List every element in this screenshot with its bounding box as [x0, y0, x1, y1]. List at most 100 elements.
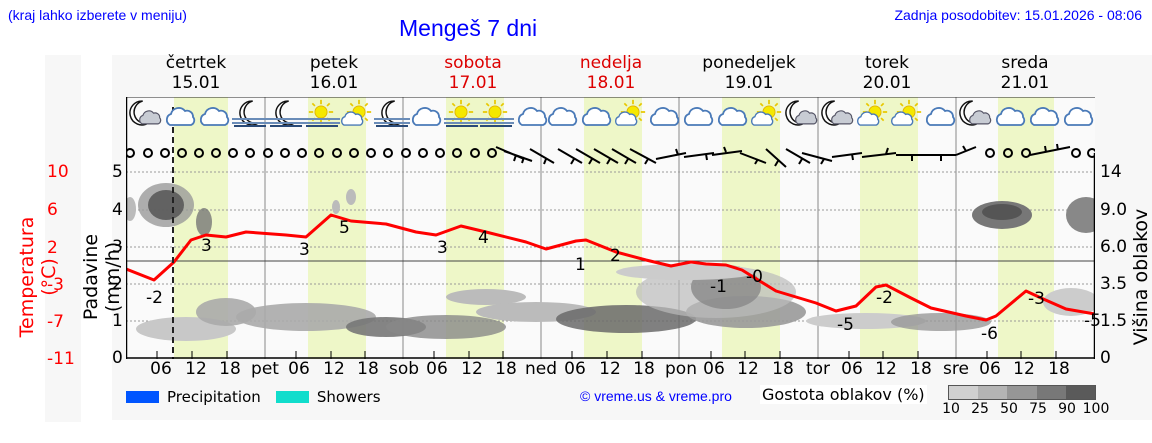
temperature-value: 3 [201, 236, 212, 256]
day-name: petek [309, 53, 359, 73]
density-step [1007, 386, 1037, 399]
x-tick: ned [524, 359, 558, 379]
cloud-height-tick: 0 [1100, 348, 1111, 368]
temperature-value: -3 [1028, 289, 1045, 309]
cloud-density-scale [948, 385, 1096, 400]
x-tick: 06 [703, 359, 725, 379]
forecast-chart [126, 97, 1095, 359]
x-tick: 12 [875, 359, 897, 379]
x-tick: 06 [979, 359, 1001, 379]
temperature-tick: -11 [47, 349, 75, 369]
precipitation-tick: 5 [112, 162, 123, 182]
temperature-value: -2 [876, 288, 893, 308]
x-axis-labels: 06 12 18 pet 06 12 18 sob 06 12 18 ned 0… [126, 359, 1095, 381]
x-tick: 06 [288, 359, 310, 379]
day-header: sobota 17.01 [413, 53, 533, 93]
x-tick: 18 [633, 359, 655, 379]
density-tick: 10 [942, 401, 960, 417]
day-date: 16.01 [309, 73, 359, 93]
x-tick: 12 [737, 359, 759, 379]
temperature-tick: -7 [47, 312, 64, 332]
x-tick: 12 [599, 359, 621, 379]
x-tick: 06 [564, 359, 586, 379]
day-date: 17.01 [448, 73, 498, 93]
day-header: sreda 21.01 [965, 53, 1085, 93]
day-date: 19.01 [724, 73, 774, 93]
precipitation-tick: 4 [112, 200, 123, 220]
temperature-value: 3 [299, 240, 310, 260]
x-tick: 06 [426, 359, 448, 379]
day-header: petek 16.01 [274, 53, 394, 93]
x-tick: 06 [150, 359, 172, 379]
day-date: 15.01 [171, 73, 221, 93]
density-step [978, 386, 1008, 399]
density-tick: 75 [1029, 401, 1047, 417]
copyright-link[interactable]: © vreme.us & vreme.pro [580, 388, 732, 404]
x-tick: 18 [357, 359, 379, 379]
precipitation-swatch [126, 390, 159, 403]
x-tick: sre [943, 359, 969, 379]
day-date: 20.01 [862, 73, 912, 93]
temperature-value: 2 [610, 246, 621, 266]
cloud-density-title: Gostota oblakov (%) [760, 385, 927, 404]
cloud-height-tick: 9.0 [1100, 200, 1128, 220]
day-date: 21.01 [1000, 73, 1050, 93]
x-tick: 18 [495, 359, 517, 379]
cloud-height-axis-title: Višina oblakov (km) [1130, 208, 1152, 346]
x-tick: 06 [841, 359, 863, 379]
page-title: Mengeš 7 dni [399, 15, 538, 41]
precipitation-tick: 3 [112, 237, 123, 257]
temperature-value: -6 [981, 324, 998, 344]
day-date: 18.01 [586, 73, 636, 93]
day-name: torek [865, 53, 909, 73]
precipitation-tick: 2 [112, 274, 123, 294]
density-step [1065, 386, 1096, 399]
x-tick: tor [805, 359, 831, 379]
cloud-height-tick: 14 [1100, 162, 1122, 182]
temperature-value: 5 [339, 218, 350, 238]
cloud-height-tick: 3.5 [1100, 274, 1128, 294]
temperature-tick: 6 [47, 200, 58, 220]
cloud-height-tick: 1.5 [1100, 311, 1128, 331]
x-tick: 12 [461, 359, 483, 379]
x-tick: 12 [185, 359, 207, 379]
temperature-value: -2 [146, 288, 163, 308]
precipitation-tick: 0 [112, 348, 123, 368]
day-name: sobota [444, 53, 502, 73]
temperature-tick: 10 [47, 162, 69, 182]
last-updated: Zadnja posodobitev: 15.01.2026 - 08:06 [894, 7, 1142, 23]
day-header: ponedeljek 19.01 [689, 53, 809, 93]
x-tick: 18 [1048, 359, 1070, 379]
x-tick: 12 [1013, 359, 1035, 379]
day-name: četrtek [165, 53, 227, 73]
temperature-axis-panel [45, 55, 81, 422]
legend: Precipitation Showers [126, 386, 391, 406]
density-tick: 25 [971, 401, 989, 417]
x-tick: pon [665, 359, 697, 379]
density-step [949, 386, 979, 399]
temperature-tick: 2 [47, 238, 58, 258]
density-tick: 50 [1000, 401, 1018, 417]
density-tick: 90 [1058, 401, 1076, 417]
temperature-value: -5 [837, 315, 854, 335]
day-name: sreda [1001, 53, 1049, 73]
temperature-line [126, 213, 1095, 322]
location-hint: (kraj lahko izberete v meniju) [8, 7, 187, 23]
x-tick: 12 [323, 359, 345, 379]
density-tick: 100 [1082, 401, 1110, 417]
x-tick: 18 [219, 359, 241, 379]
x-tick: pet [251, 359, 279, 379]
x-tick: 18 [910, 359, 932, 379]
x-tick: 18 [772, 359, 794, 379]
cloud-height-tick: 6.0 [1100, 237, 1128, 257]
x-tick: sob [388, 359, 420, 379]
wind-row [126, 143, 1095, 168]
day-name: nedelja [579, 53, 643, 73]
showers-swatch [275, 390, 309, 403]
day-header: četrtek 15.01 [136, 53, 256, 93]
day-name: ponedeljek [702, 53, 796, 73]
cloud-density-heatmap [126, 183, 1095, 341]
temperature-value: 1 [575, 255, 586, 275]
density-step [1036, 386, 1066, 399]
temperature-value: -0 [746, 267, 763, 287]
